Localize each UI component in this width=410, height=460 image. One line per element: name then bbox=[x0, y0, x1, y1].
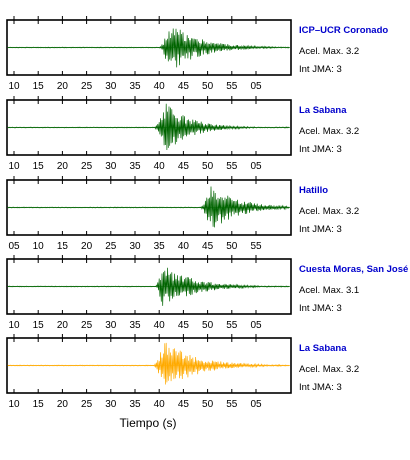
tick-label: 55 bbox=[226, 320, 238, 331]
jma-intensity: Int JMA: 3 bbox=[299, 382, 342, 393]
tick-label: 20 bbox=[57, 161, 69, 172]
tick-label: 30 bbox=[105, 399, 117, 410]
tick-label: 10 bbox=[8, 320, 20, 331]
tick-label: 50 bbox=[202, 81, 214, 92]
tick-label: 25 bbox=[81, 161, 93, 172]
tick-label: 20 bbox=[57, 81, 69, 92]
max-acceleration: Acel. Max. 3.2 bbox=[299, 364, 359, 375]
seismic-trace bbox=[7, 342, 290, 385]
tick-label: 05 bbox=[250, 399, 262, 410]
tick-label: 05 bbox=[250, 81, 262, 92]
tick-label: 10 bbox=[8, 161, 20, 172]
tick-label: 15 bbox=[33, 320, 45, 331]
tick-label: 05 bbox=[8, 241, 20, 252]
station-name: ICP–UCR Coronado bbox=[299, 25, 388, 36]
panel-2: 10 15 20 25 30 35 40 45 50 55 05 La Sabana Acel. Max… bbox=[6, 96, 359, 172]
panel-5: 10 15 20 25 30 35 40 45 50 55 05 La Sabana Acel. Max… bbox=[6, 334, 359, 410]
tick-label: 50 bbox=[202, 320, 214, 331]
tick-label: 50 bbox=[202, 399, 214, 410]
x-axis-title: Tiempo (s) bbox=[120, 416, 177, 430]
max-acceleration: Acel. Max. 3.2 bbox=[299, 206, 359, 217]
tick-label: 20 bbox=[57, 399, 69, 410]
tick-label: 50 bbox=[226, 241, 238, 252]
tick-label: 30 bbox=[105, 81, 117, 92]
tick-label: 15 bbox=[57, 241, 69, 252]
station-name: Cuesta Moras, San José bbox=[299, 264, 408, 275]
tick-label: 30 bbox=[129, 241, 141, 252]
max-acceleration: Acel. Max. 3.2 bbox=[299, 126, 359, 137]
seismic-trace bbox=[7, 267, 290, 306]
tick-label: 55 bbox=[226, 81, 238, 92]
tick-label: 50 bbox=[202, 161, 214, 172]
tick-label: 40 bbox=[178, 241, 190, 252]
tick-label: 15 bbox=[33, 399, 45, 410]
panel-3: 05 10 15 20 25 30 35 40 45 50 55 Hatillo Acel. Max. … bbox=[6, 176, 359, 252]
tick-label: 10 bbox=[33, 241, 45, 252]
jma-intensity: Int JMA: 3 bbox=[299, 303, 342, 314]
tick-label: 40 bbox=[154, 81, 166, 92]
panel-frame bbox=[6, 179, 292, 236]
tick-label: 05 bbox=[250, 320, 262, 331]
tick-label: 45 bbox=[178, 399, 190, 410]
max-acceleration: Acel. Max. 3.1 bbox=[299, 285, 359, 296]
tick-label: 40 bbox=[154, 161, 166, 172]
tick-label: 35 bbox=[129, 161, 141, 172]
tick-label: 30 bbox=[105, 161, 117, 172]
jma-intensity: Int JMA: 3 bbox=[299, 144, 342, 155]
tick-label: 45 bbox=[178, 81, 190, 92]
panel-frame bbox=[6, 258, 292, 315]
tick-label: 10 bbox=[8, 399, 20, 410]
tick-label: 40 bbox=[154, 320, 166, 331]
tick-label: 40 bbox=[154, 399, 166, 410]
tick-label: 35 bbox=[129, 81, 141, 92]
tick-label: 10 bbox=[8, 81, 20, 92]
tick-label: 35 bbox=[129, 320, 141, 331]
tick-label: 55 bbox=[226, 161, 238, 172]
station-name: La Sabana bbox=[299, 343, 347, 354]
tick-label: 15 bbox=[33, 161, 45, 172]
tick-label: 25 bbox=[81, 399, 93, 410]
tick-label: 30 bbox=[105, 320, 117, 331]
seismic-trace bbox=[7, 103, 290, 151]
tick-label: 45 bbox=[178, 320, 190, 331]
tick-label: 35 bbox=[129, 399, 141, 410]
panel-frame bbox=[6, 99, 292, 156]
panel-frame bbox=[6, 337, 292, 394]
tick-label: 45 bbox=[178, 161, 190, 172]
panels: 10 15 20 25 30 35 40 45 50 55 05 ICP–UCR Coronado Ac… bbox=[6, 16, 408, 410]
tick-label: 25 bbox=[81, 320, 93, 331]
tick-label: 35 bbox=[154, 241, 166, 252]
panel-1: 10 15 20 25 30 35 40 45 50 55 05 ICP–UCR Coronado Ac… bbox=[6, 16, 388, 92]
tick-label: 20 bbox=[57, 320, 69, 331]
tick-label: 45 bbox=[202, 241, 214, 252]
seismic-trace bbox=[7, 186, 290, 228]
station-name: Hatillo bbox=[299, 185, 328, 196]
seismic-trace bbox=[7, 28, 290, 68]
jma-intensity: Int JMA: 3 bbox=[299, 64, 342, 75]
tick-label: 25 bbox=[81, 81, 93, 92]
tick-label: 15 bbox=[33, 81, 45, 92]
panel-frame bbox=[6, 19, 292, 76]
jma-intensity: Int JMA: 3 bbox=[299, 224, 342, 235]
station-name: La Sabana bbox=[299, 105, 347, 116]
panel-4: 10 15 20 25 30 35 40 45 50 55 05 Cuesta Moras, San … bbox=[6, 255, 408, 331]
tick-label: 20 bbox=[81, 241, 93, 252]
tick-label: 25 bbox=[105, 241, 117, 252]
tick-label: 05 bbox=[250, 161, 262, 172]
tick-label: 55 bbox=[250, 241, 262, 252]
max-acceleration: Acel. Max. 3.2 bbox=[299, 46, 359, 57]
tick-label: 55 bbox=[226, 399, 238, 410]
